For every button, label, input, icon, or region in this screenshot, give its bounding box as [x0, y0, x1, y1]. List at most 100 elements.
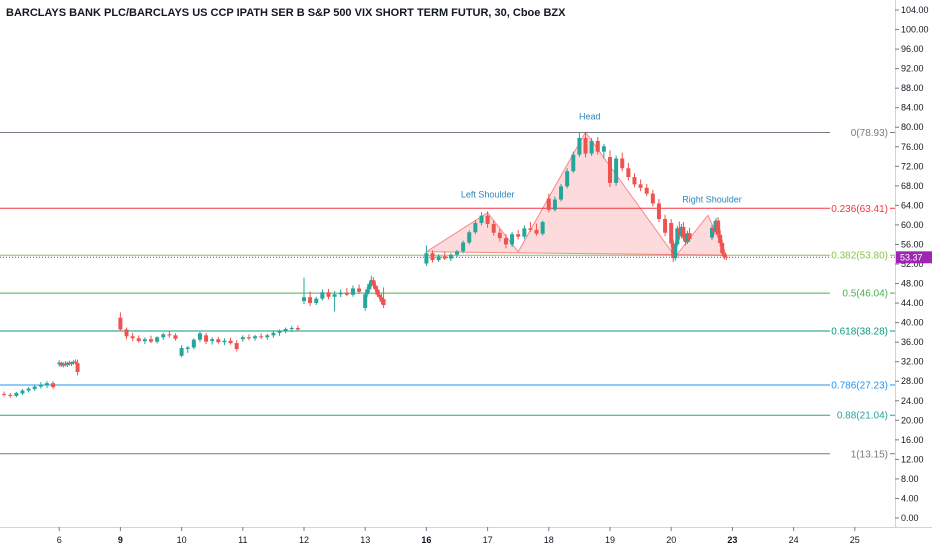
candle-body[interactable] [350, 288, 355, 295]
candle-body[interactable] [289, 327, 294, 329]
candle-body[interactable] [491, 223, 496, 233]
candle-body[interactable] [2, 393, 7, 395]
candle-body[interactable] [595, 140, 600, 152]
candle-body[interactable] [379, 297, 384, 302]
candle-body[interactable] [373, 285, 378, 290]
candle-body[interactable] [663, 219, 668, 233]
candle-body[interactable] [455, 251, 459, 255]
candle-body[interactable] [650, 193, 655, 204]
candle-body[interactable] [685, 233, 690, 243]
candle-body[interactable] [681, 226, 686, 238]
candle-body[interactable] [51, 383, 56, 388]
candle-body[interactable] [546, 198, 551, 210]
candle-body[interactable] [485, 215, 490, 224]
candle-body[interactable] [608, 157, 612, 183]
candle-body[interactable] [240, 337, 245, 340]
candle-body[interactable] [677, 228, 682, 237]
candle-body[interactable] [571, 154, 576, 172]
candle-body[interactable] [534, 229, 539, 234]
candle-body[interactable] [614, 158, 619, 183]
candle-body[interactable] [710, 227, 714, 238]
candle-body[interactable] [632, 177, 637, 185]
candle-body[interactable] [601, 146, 606, 152]
candle-body[interactable] [69, 362, 74, 365]
candle-body[interactable] [626, 168, 631, 178]
candle-body[interactable] [375, 289, 380, 295]
candle-body[interactable] [277, 330, 282, 333]
candle-body[interactable] [679, 226, 684, 237]
candle-body[interactable] [461, 242, 466, 252]
candle-body[interactable] [442, 256, 447, 259]
candle-body[interactable] [673, 244, 678, 259]
candle-body[interactable] [124, 329, 129, 337]
candle-body[interactable] [167, 334, 172, 336]
candle-body[interactable] [718, 234, 723, 243]
candle-body[interactable] [724, 256, 729, 258]
candle-body[interactable] [228, 340, 233, 344]
candle-body[interactable] [20, 390, 25, 394]
candle-body[interactable] [210, 339, 215, 342]
candle-body[interactable] [222, 340, 227, 343]
candle-body[interactable] [516, 234, 521, 237]
candle-body[interactable] [216, 339, 221, 343]
candle-body[interactable] [302, 297, 306, 302]
candle-body[interactable] [687, 233, 692, 240]
candle-body[interactable] [67, 362, 72, 365]
candle-body[interactable] [714, 220, 719, 232]
candle-body[interactable] [332, 294, 337, 297]
candle-body[interactable] [675, 228, 680, 245]
candle-body[interactable] [253, 336, 258, 339]
candle-body[interactable] [75, 363, 80, 372]
candle-body[interactable] [424, 253, 429, 264]
candle-body[interactable] [510, 234, 515, 245]
candle-body[interactable] [620, 158, 625, 169]
candle-body[interactable] [683, 237, 688, 243]
candle-body[interactable] [161, 334, 166, 338]
candle-body[interactable] [265, 335, 270, 338]
candle-body[interactable] [14, 392, 19, 396]
candle-body[interactable] [118, 317, 123, 330]
candle-body[interactable] [589, 140, 594, 154]
candle-body[interactable] [283, 328, 288, 331]
candle-body[interactable] [371, 280, 376, 286]
candle-body[interactable] [448, 254, 453, 259]
candle-body[interactable] [326, 292, 331, 297]
candle-body[interactable] [344, 292, 349, 295]
candle-body[interactable] [656, 203, 661, 220]
candle-body[interactable] [59, 362, 64, 366]
candle-body[interactable] [712, 227, 717, 232]
candle-body[interactable] [63, 363, 68, 366]
candle-body[interactable] [720, 242, 725, 254]
candle-body[interactable] [295, 327, 300, 330]
candle-body[interactable] [155, 337, 160, 342]
candle-body[interactable] [191, 339, 196, 348]
candle-body[interactable] [644, 187, 649, 194]
candle-body[interactable] [540, 221, 545, 234]
candle-body[interactable] [57, 362, 62, 365]
candle-body[interactable] [71, 361, 76, 363]
candle-body[interactable] [197, 333, 202, 340]
candle-body[interactable] [136, 338, 141, 342]
candle-body[interactable] [638, 184, 643, 188]
candle-body[interactable] [246, 337, 251, 339]
candle-body[interactable] [552, 199, 557, 210]
candle-body[interactable] [314, 298, 319, 304]
candle-body[interactable] [365, 289, 370, 295]
candle-body[interactable] [308, 297, 313, 304]
candle-body[interactable] [338, 292, 343, 295]
candle-body[interactable] [473, 222, 478, 233]
candle-body[interactable] [179, 348, 184, 356]
candle-body[interactable] [671, 243, 676, 259]
candle-body[interactable] [722, 253, 727, 257]
candle-body[interactable] [142, 339, 147, 342]
candle-body[interactable] [497, 232, 502, 239]
candle-body[interactable] [377, 294, 382, 298]
candle-body[interactable] [357, 288, 362, 292]
candle-body[interactable] [61, 363, 66, 366]
candle-body[interactable] [577, 137, 582, 155]
candle-body[interactable] [44, 383, 49, 385]
candle-body[interactable] [436, 256, 441, 261]
candle-body[interactable] [271, 332, 276, 336]
candle-body[interactable] [149, 339, 153, 342]
